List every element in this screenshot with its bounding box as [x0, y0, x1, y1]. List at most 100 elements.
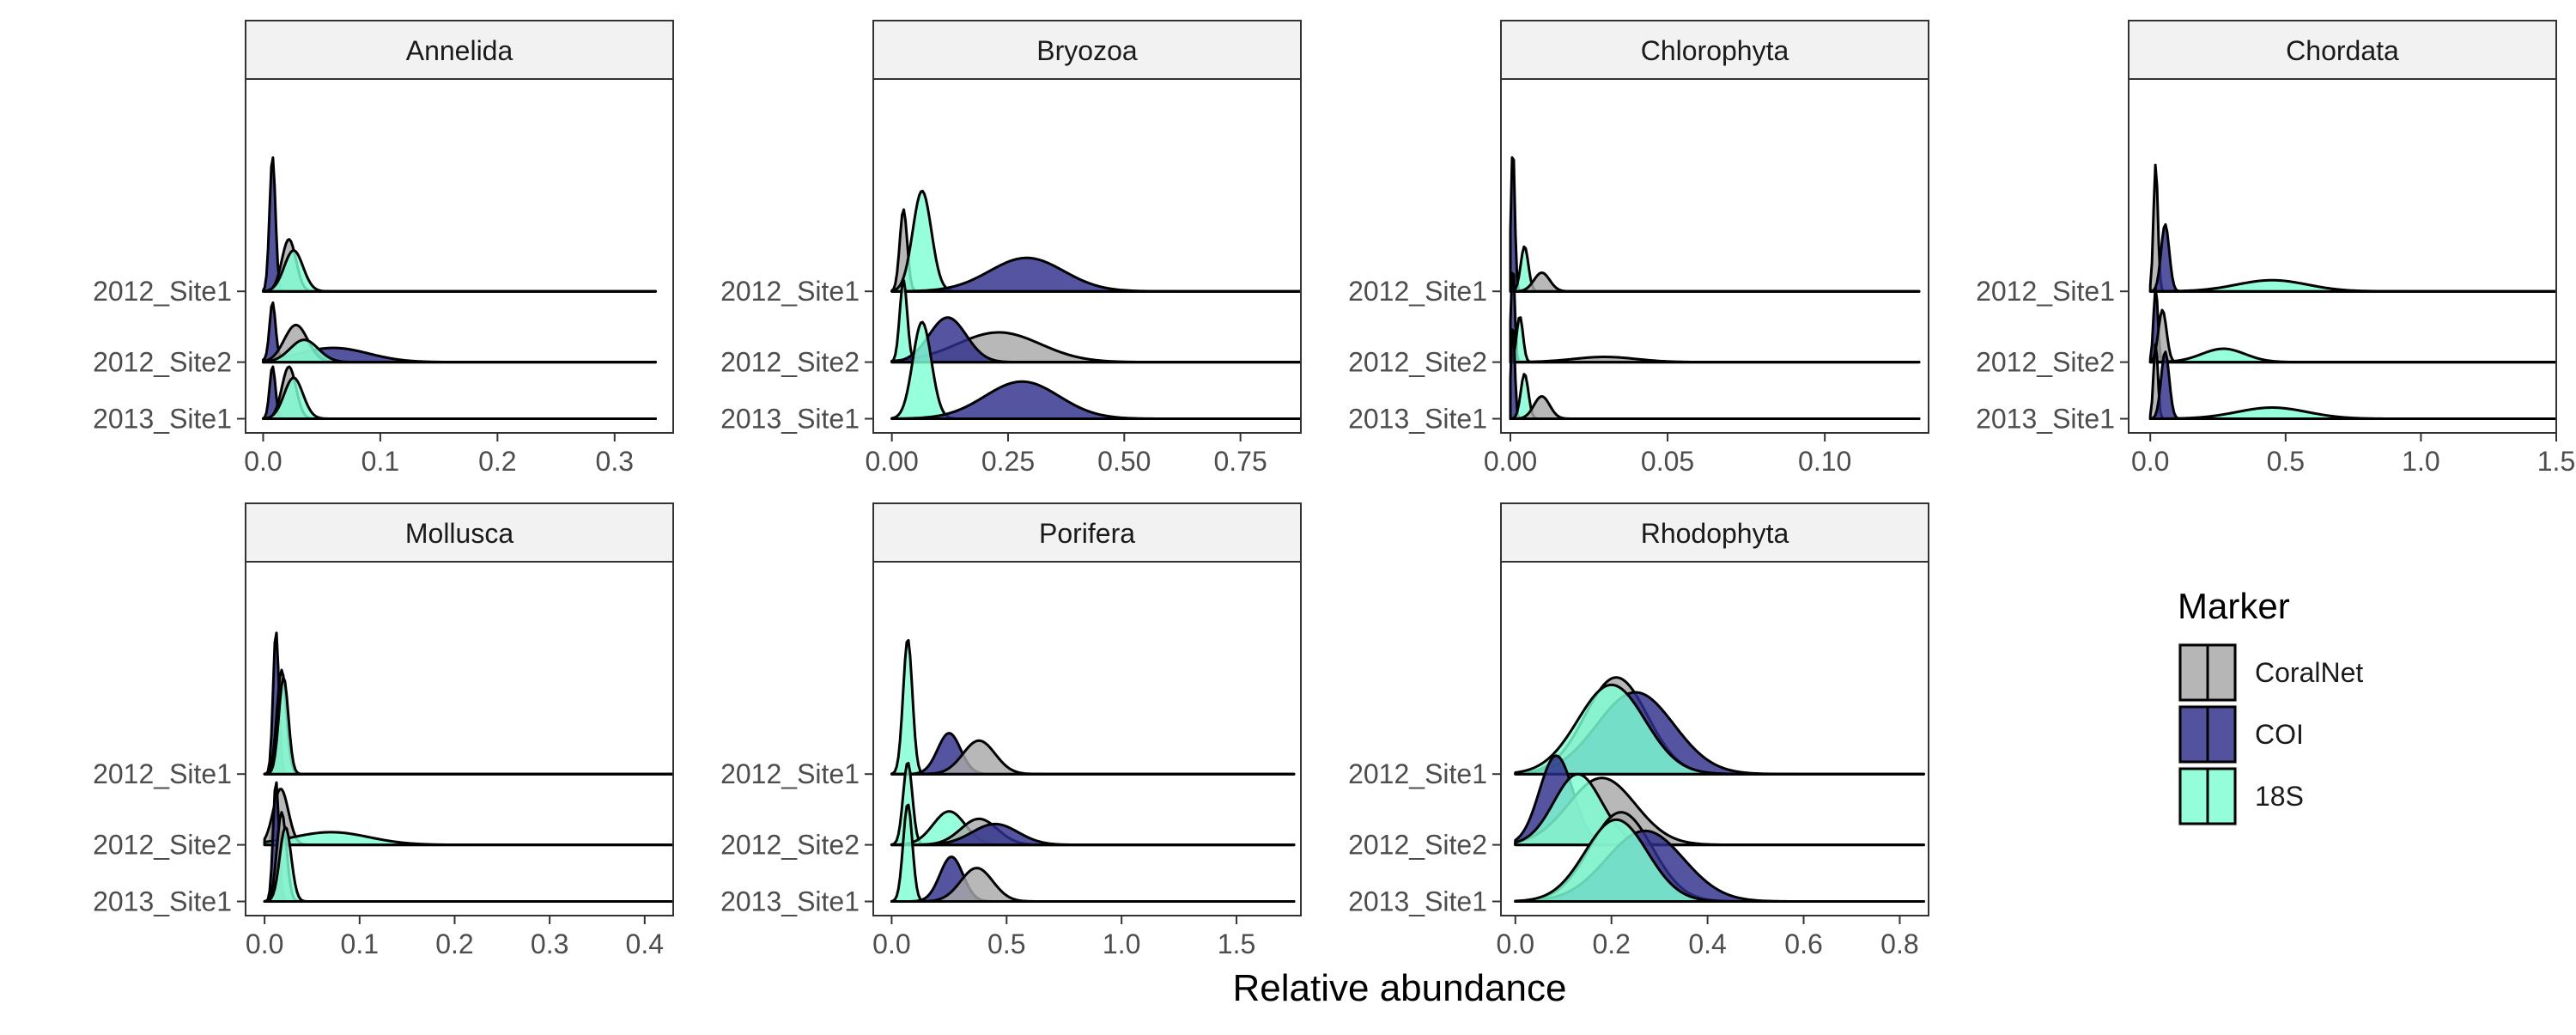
y-tick-label: 2012_Site1 — [720, 758, 860, 789]
x-axis-title: Relative abundance — [1233, 967, 1567, 1009]
legend-label-coralnet: CoralNet — [2255, 657, 2363, 688]
x-tick-label: 0.2 — [478, 446, 516, 477]
ridge-18s-2012_site1 — [1514, 683, 1925, 776]
panel-border — [1500, 561, 1929, 916]
facet-panel-rhodophyta: Rhodophyta 2012_Site1 2012_Site2 2013_Site1… — [1348, 502, 1929, 959]
x-tick-label: 0.0 — [1497, 928, 1534, 959]
ridge-coralnet-2012_site1 — [1509, 271, 1921, 293]
facet-panel-bryozoa: Bryozoa 2012_Site1 2012_Site2 2013_Site10.0… — [720, 20, 1302, 477]
panel-background — [246, 79, 673, 433]
ridge-18s-2013_site1 — [261, 376, 658, 421]
facet-panels: Annelida2012_Site12012_Site22013_Site10.… — [93, 20, 2575, 959]
ridge-coi-2013_site1 — [890, 380, 1301, 421]
ridge-coralnet-2013_site1 — [1509, 395, 1921, 421]
x-tick-label: 0.2 — [435, 928, 473, 959]
ridge-18s-2012_site2 — [263, 831, 673, 847]
x-tick-label: 0.4 — [626, 928, 664, 959]
y-tick-label: 2012_Site2 — [93, 347, 232, 378]
x-tick-label: 0.10 — [1798, 446, 1851, 477]
ridge-18s-2012_site2 — [261, 338, 658, 364]
facet-title: Bryozoa — [1036, 35, 1138, 66]
facet-strip — [2128, 20, 2557, 80]
ridges — [890, 638, 1296, 904]
panel-border — [245, 561, 674, 916]
legend-label-18s: 18S — [2255, 781, 2304, 812]
x-tick-label: 0.0 — [246, 928, 283, 959]
legend-title: Marker — [2178, 586, 2290, 626]
facet-panel-chlorophyta: Chlorophyta 2012_Site1 2012_Site2 2013_Site… — [1348, 20, 1929, 477]
panel-border — [245, 78, 674, 434]
panel-background — [1501, 79, 1929, 433]
ridge-18s-2012_site2 — [2148, 347, 2556, 364]
y-tick-label: 2013_Site1 — [720, 404, 860, 435]
facet-strip — [245, 20, 674, 80]
facet-title: Porifera — [1039, 518, 1135, 549]
y-tick-label: 2012_Site1 — [93, 276, 232, 307]
facet-strip — [245, 502, 674, 563]
ridges — [2148, 163, 2556, 421]
y-tick-label: 2012_Site1 — [1976, 276, 2115, 307]
x-tick-label: 0.0 — [2131, 446, 2169, 477]
ridge-18s-2012_site1 — [263, 676, 673, 776]
legend: Marker CoralNet COI 18S — [2178, 586, 2363, 826]
y-tick-label: 2012_Site2 — [720, 830, 860, 861]
ridges — [890, 189, 1301, 421]
y-tick-label: 2012_Site1 — [1348, 276, 1487, 307]
facet-panel-annelida: Annelida 2012_Site1 2012_Site2 2013_Site1 0.… — [93, 20, 674, 477]
y-tick-label: 2013_Site1 — [93, 404, 232, 435]
ridges — [263, 631, 673, 904]
x-tick-label: 0.0 — [244, 446, 282, 477]
legend-label-coi: COI — [2255, 719, 2304, 750]
facet-panel-porifera: Porifera 2012_Site1 2012_Site2 2013_Site1 0.… — [720, 502, 1302, 959]
ridge-18s-2012_site1 — [261, 249, 658, 293]
facet-title: Chlorophyta — [1641, 35, 1789, 66]
ridge-18s-2012_site1 — [2148, 278, 2556, 293]
x-tick-label: 0.05 — [1641, 446, 1694, 477]
panel-border — [2128, 78, 2557, 434]
ridges — [1514, 676, 1925, 904]
x-tick-label: 0.8 — [1880, 928, 1918, 959]
facet-title: Mollusca — [405, 518, 513, 549]
y-tick-label: 2012_Site1 — [1348, 758, 1487, 789]
x-tick-label: 0.00 — [866, 446, 919, 477]
y-tick-label: 2012_Site2 — [93, 830, 232, 861]
ridge-coi-2012_site1 — [890, 256, 1301, 293]
facet-panel-chordata: Chordata 2012_Site1 2012_Site2 2013_Site1 0.… — [1976, 20, 2575, 477]
y-tick-label: 2012_Site1 — [720, 276, 860, 307]
y-tick-label: 2013_Site1 — [1976, 404, 2115, 435]
x-tick-label: 1.5 — [2537, 446, 2575, 477]
x-tick-label: 0.50 — [1097, 446, 1151, 477]
x-tick-label: 0.2 — [1592, 928, 1630, 959]
ridges — [261, 155, 658, 421]
ridge-coralnet-2012_site1 — [890, 739, 1296, 776]
facet-strip — [872, 502, 1302, 563]
ridge-18s-2013_site1 — [263, 825, 673, 904]
facet-title: Annelida — [406, 35, 513, 66]
y-tick-label: 2012_Site2 — [720, 347, 860, 378]
x-tick-label: 0.3 — [531, 928, 568, 959]
x-tick-label: 0.1 — [361, 446, 399, 477]
x-tick-label: 0.3 — [596, 446, 634, 477]
ridge-18s-2013_site1 — [2148, 406, 2556, 421]
y-tick-label: 2013_Site1 — [1348, 404, 1487, 435]
ridge-coralnet-2013_site1 — [890, 867, 1296, 904]
ridge-coralnet-2012_site2 — [1509, 356, 1921, 364]
panel-border — [872, 78, 1302, 434]
y-tick-label: 2013_Site1 — [93, 886, 232, 917]
x-tick-label: 0.5 — [987, 928, 1025, 959]
facet-title: Rhodophyta — [1641, 518, 1789, 549]
panel-border — [1500, 78, 1929, 434]
x-tick-label: 1.0 — [2402, 446, 2439, 477]
x-tick-label: 0.75 — [1213, 446, 1267, 477]
x-tick-label: 0.0 — [872, 928, 910, 959]
facet-strip — [872, 20, 1302, 80]
facet-title: Chordata — [2286, 35, 2399, 66]
y-tick-label: 2012_Site1 — [93, 758, 232, 789]
y-tick-label: 2012_Site2 — [1976, 347, 2115, 378]
ridge-18s-2013_site1 — [1514, 818, 1925, 904]
facet-strip — [1500, 20, 1929, 80]
panel-background — [873, 79, 1301, 433]
y-tick-label: 2012_Site2 — [1348, 830, 1487, 861]
